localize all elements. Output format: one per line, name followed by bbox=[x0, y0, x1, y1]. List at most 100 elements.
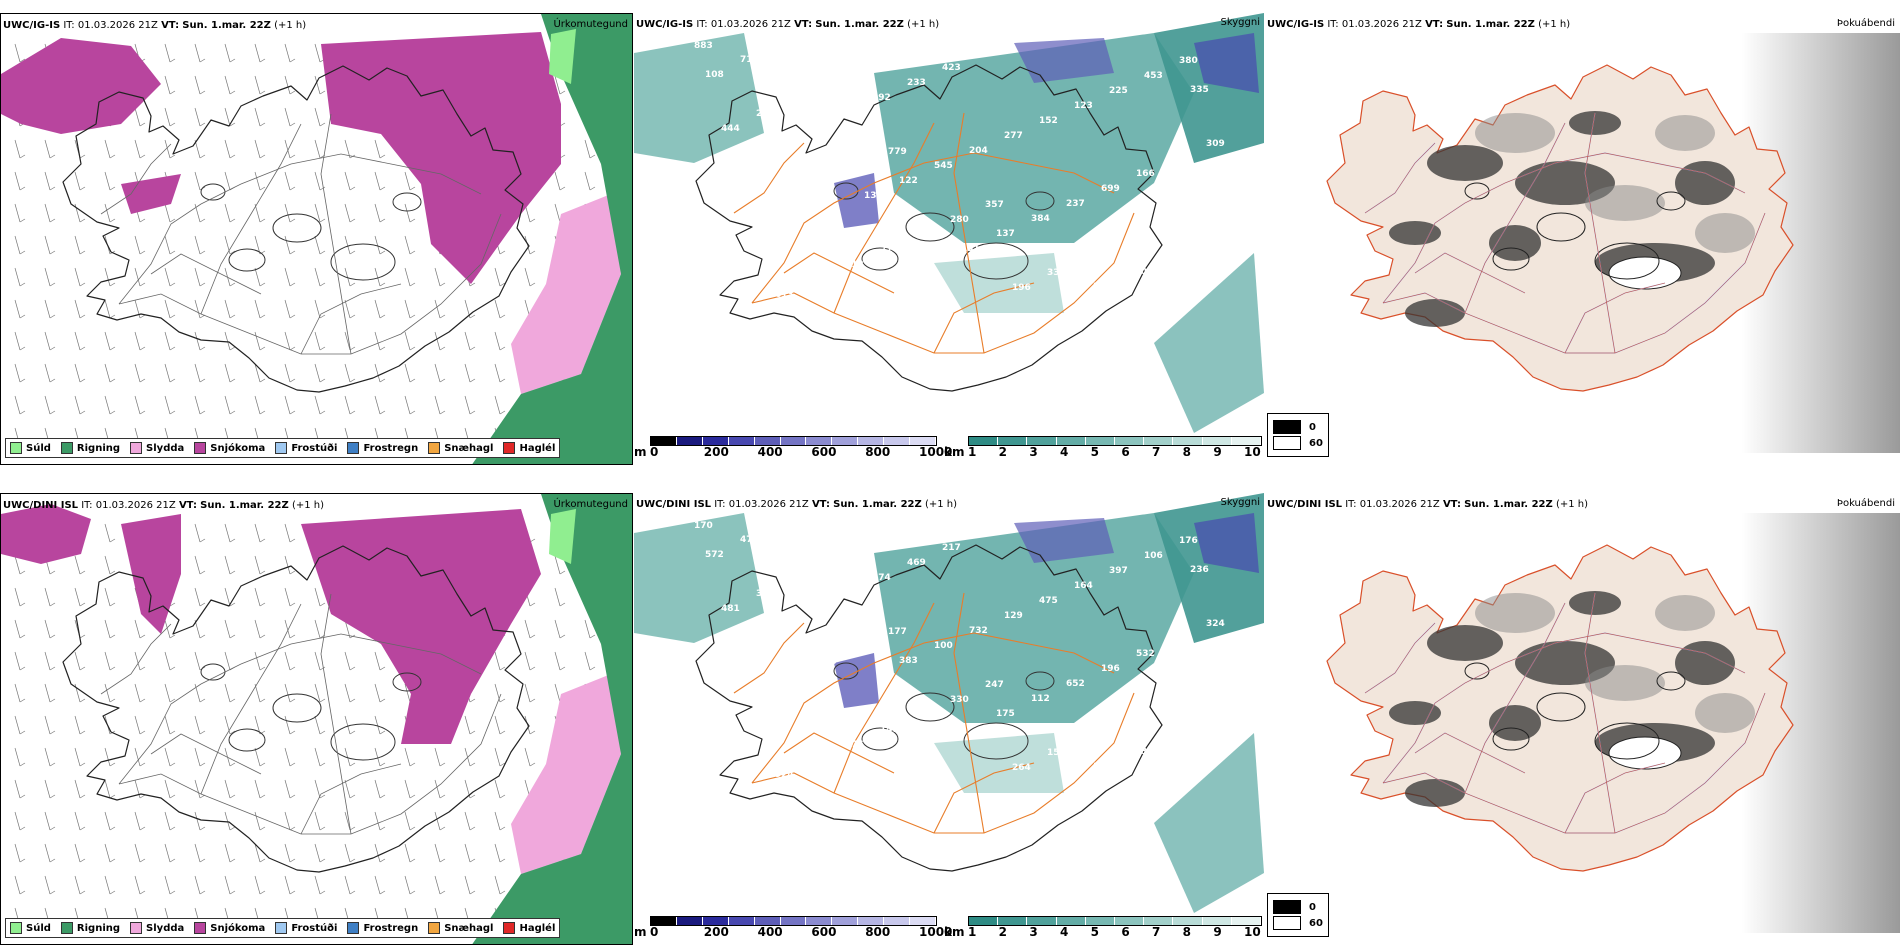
colorbar-tick: 800 bbox=[865, 445, 891, 459]
legend-label: Súld bbox=[26, 922, 51, 934]
cloud-base-value: 249 bbox=[783, 192, 802, 202]
colorbar-unit: km bbox=[944, 925, 965, 939]
colorbar-tick: 3 bbox=[1029, 925, 1038, 939]
colorbar-segment bbox=[1027, 917, 1057, 925]
legend-item: Frostregn bbox=[347, 922, 418, 934]
colorbar-segment bbox=[1202, 917, 1232, 925]
cloud-base-value: 165 bbox=[767, 138, 786, 148]
cloud-base-value: 332 bbox=[915, 230, 934, 240]
fog-index-legend: 0 60 bbox=[1267, 893, 1329, 937]
legend-swatch bbox=[428, 442, 441, 454]
legend-label: 0 bbox=[1309, 421, 1316, 433]
panel-header: UWC/DINI ISL IT: 01.03.2026 21Z VT: Sun.… bbox=[1267, 499, 1588, 510]
legend-label: 60 bbox=[1309, 917, 1323, 929]
cloud-base-value: 175 bbox=[996, 709, 1015, 719]
precip-type-legend: Súld Rigning Slydda Snjókoma Frostúði Frostre… bbox=[5, 918, 561, 938]
colorbar-tick: 8 bbox=[1182, 925, 1192, 939]
legend-item: Frostregn bbox=[347, 442, 418, 454]
cloud-base-value: 185 bbox=[802, 603, 821, 613]
cloud-base-value: 153 bbox=[1047, 748, 1066, 758]
cloud-base-value: 247 bbox=[985, 680, 1004, 690]
colorbar-segment bbox=[754, 917, 781, 925]
colorbar-segment bbox=[1115, 917, 1145, 925]
cloud-base-value: 221 bbox=[837, 108, 856, 118]
colorbar-unit: m bbox=[634, 925, 647, 939]
colorbar-unit: m bbox=[634, 445, 647, 459]
colorbar-tick: 600 bbox=[811, 445, 837, 459]
legend-swatch bbox=[60, 922, 73, 934]
cloud-base-value: 174 bbox=[872, 573, 891, 583]
cloud-base-value: 246 bbox=[1198, 717, 1217, 727]
legend-item: Slydda bbox=[130, 922, 184, 934]
colorbar-segment bbox=[910, 437, 936, 445]
legend-swatch bbox=[10, 922, 22, 934]
colorbar-tick: 400 bbox=[757, 445, 783, 459]
cloud-base-value: 324 bbox=[1206, 619, 1225, 629]
cloud-base-value: 376 bbox=[845, 740, 864, 750]
fog-index-map bbox=[1265, 513, 1900, 933]
colorbar-segment bbox=[728, 917, 755, 925]
colorbar-tick: 600 bbox=[811, 925, 837, 939]
colorbar-segment bbox=[780, 437, 807, 445]
cloud-base-value: 131 bbox=[961, 244, 980, 254]
cloud-base-value: 477 bbox=[818, 177, 837, 187]
legend-item: 0 bbox=[1273, 420, 1323, 434]
cloud-base-value: 699 bbox=[1101, 184, 1120, 194]
cloud-base-value: 732 bbox=[969, 626, 988, 636]
colorbar-segment bbox=[1144, 437, 1174, 445]
colorbar-tick: 2 bbox=[998, 445, 1008, 459]
colorbar-segment bbox=[702, 437, 729, 445]
legend-label: Snjókoma bbox=[210, 922, 266, 934]
cloud-base-value: 123 bbox=[1074, 101, 1093, 111]
legend-item: Súld bbox=[10, 442, 51, 454]
cloud-base-value: 321 bbox=[1171, 154, 1190, 164]
cloud-base-value: 330 bbox=[1128, 267, 1147, 277]
cloud-base-value: 214 bbox=[880, 245, 899, 255]
cloud-base-value: 453 bbox=[1144, 71, 1163, 81]
cloud-base-value: 167 bbox=[767, 618, 786, 628]
cloud-base-value: 185 bbox=[977, 528, 996, 538]
colorbar-segment bbox=[832, 917, 859, 925]
cloud-base-value: 139 bbox=[713, 222, 732, 232]
cloud-base-value: 335 bbox=[1190, 85, 1209, 95]
cloud-base-value: 100 bbox=[934, 641, 953, 651]
colorbar-tick: 400 bbox=[757, 925, 783, 939]
cloud-base-value: 167 bbox=[1093, 762, 1112, 772]
cloud-base-value: 264 bbox=[1012, 763, 1031, 773]
colorbar-tick: 2 bbox=[998, 925, 1008, 939]
colorbar-segment bbox=[651, 917, 677, 925]
colorbar-segment bbox=[998, 917, 1028, 925]
cloud-base-value: 231 bbox=[1198, 237, 1217, 247]
legend-item: Frostúði bbox=[275, 442, 337, 454]
colorbar-segment bbox=[1027, 437, 1057, 445]
cloud-base-value: 176 bbox=[1179, 536, 1198, 546]
cloud-base-value: 536 bbox=[1163, 732, 1182, 742]
cloud-base-value: 233 bbox=[907, 78, 926, 88]
cloud-base-value: 545 bbox=[934, 161, 953, 171]
cloud-base-value: 330 bbox=[818, 657, 837, 667]
legend-item: Snjókoma bbox=[194, 922, 265, 934]
legend-swatch bbox=[1273, 900, 1301, 914]
panel-header: UWC/DINI ISL IT: 01.03.2026 21Z VT: Sun.… bbox=[3, 500, 324, 511]
colorbar-tick: 6 bbox=[1121, 925, 1130, 939]
legend-item: Snæhagl bbox=[428, 922, 493, 934]
cloud-base-value: 419 bbox=[915, 710, 934, 720]
colorbar-tick: 4 bbox=[1060, 445, 1069, 459]
colorbar-segment bbox=[998, 437, 1028, 445]
legend-label: Haglél bbox=[519, 922, 556, 934]
colorbar-tick: 200 bbox=[703, 445, 729, 459]
legend-swatch bbox=[347, 442, 360, 454]
cloud-base-value: 129 bbox=[1004, 611, 1023, 621]
cloud-base-value: 383 bbox=[791, 94, 810, 104]
legend-item: Rigning bbox=[60, 442, 120, 454]
cloud-base-value: 459 bbox=[977, 48, 996, 58]
legend-label: Frostregn bbox=[363, 442, 419, 454]
cloud-base-value: 470 bbox=[740, 535, 759, 545]
legend-item: 60 bbox=[1273, 916, 1323, 930]
cloud-base-value: 142 bbox=[1082, 733, 1101, 743]
cloud-base-value: 122 bbox=[899, 176, 918, 186]
colorbar-tick: 9 bbox=[1213, 925, 1222, 939]
colorbar-segment bbox=[1056, 437, 1086, 445]
cloud-base-value: 377 bbox=[1093, 282, 1112, 292]
colorbar-segment bbox=[676, 437, 703, 445]
